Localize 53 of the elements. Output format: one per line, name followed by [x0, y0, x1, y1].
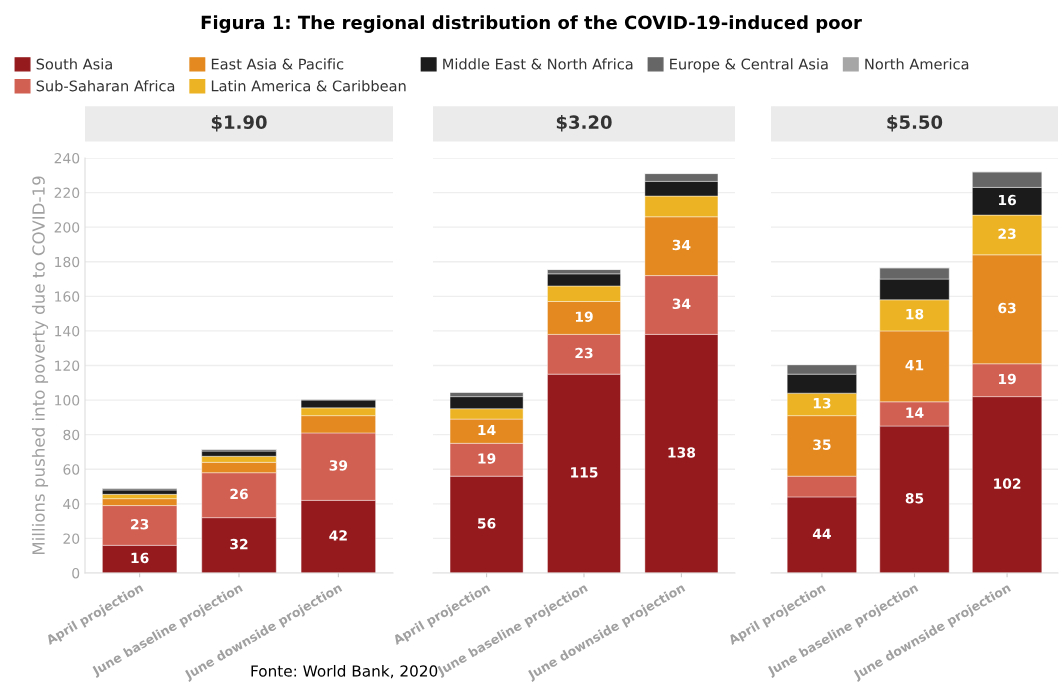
data-label: 115: [571, 467, 598, 478]
data-label: 32: [230, 538, 248, 550]
y-axis-title: Millions pushed into poverty due to COVID-19: [31, 176, 49, 555]
legend-label: Middle East & North Africa: [443, 58, 633, 70]
y-tick-label: 160: [55, 291, 80, 302]
data-label: 19: [575, 311, 593, 322]
legend-label: Latin America & Caribbean: [211, 80, 406, 92]
data-label: 44: [812, 528, 831, 539]
data-label: 42: [329, 530, 347, 541]
y-tick-label: 240: [54, 152, 80, 164]
data-label: 138: [668, 447, 696, 458]
data-label: 26: [230, 488, 248, 500]
legend-label: Sub-Saharan Africa: [36, 80, 175, 92]
y-tick-label: 20: [63, 533, 80, 544]
data-label: 35: [813, 439, 831, 450]
data-label: 63: [998, 302, 1016, 314]
data-label: 102: [994, 478, 1021, 489]
text: Figura 1: The regional distribution of the COVID-19-induced poor: [201, 15, 862, 33]
data-label: 23: [131, 518, 149, 530]
y-tick-label: 80: [63, 429, 80, 441]
y-tick-label: 220: [54, 187, 80, 199]
chart-title: $5.50: [887, 115, 943, 132]
data-label: 19: [998, 373, 1016, 385]
data-label: 34: [672, 298, 691, 310]
data-label: 13: [813, 397, 831, 409]
legend-label: East Asia & Pacific: [211, 58, 344, 70]
data-label: 18: [906, 308, 924, 320]
data-label: 56: [477, 518, 496, 529]
data-label: 14: [906, 407, 924, 418]
data-label: 16: [131, 552, 149, 564]
y-tick-label: 140: [55, 325, 80, 337]
legend-label: North America: [865, 58, 969, 70]
y-tick-label: 120: [55, 360, 80, 371]
data-label: 19: [478, 453, 496, 464]
chart-title: $3.20: [556, 115, 612, 132]
legend-label: Europe & Central Asia: [670, 58, 828, 73]
source-note: Fonte: World Bank, 2020: [251, 664, 438, 679]
chart-title: $1.90: [211, 115, 267, 132]
y-tick-label: 40: [63, 498, 80, 510]
data-label: 23: [575, 347, 593, 359]
data-label: 34: [672, 239, 691, 251]
data-label: 85: [905, 493, 924, 504]
data-label: 41: [905, 360, 924, 371]
y-tick-label: 100: [55, 395, 80, 406]
y-tick-label: 200: [54, 222, 80, 233]
y-tick-label: 180: [55, 256, 80, 268]
data-label: 39: [329, 460, 348, 471]
legend-label: South Asia: [36, 58, 112, 70]
data-label: 14: [478, 424, 496, 436]
data-label: 16: [998, 194, 1016, 206]
data-label: 23: [998, 228, 1016, 239]
y-tick-label: 60: [63, 464, 80, 475]
y-tick-label: 0: [72, 567, 80, 579]
